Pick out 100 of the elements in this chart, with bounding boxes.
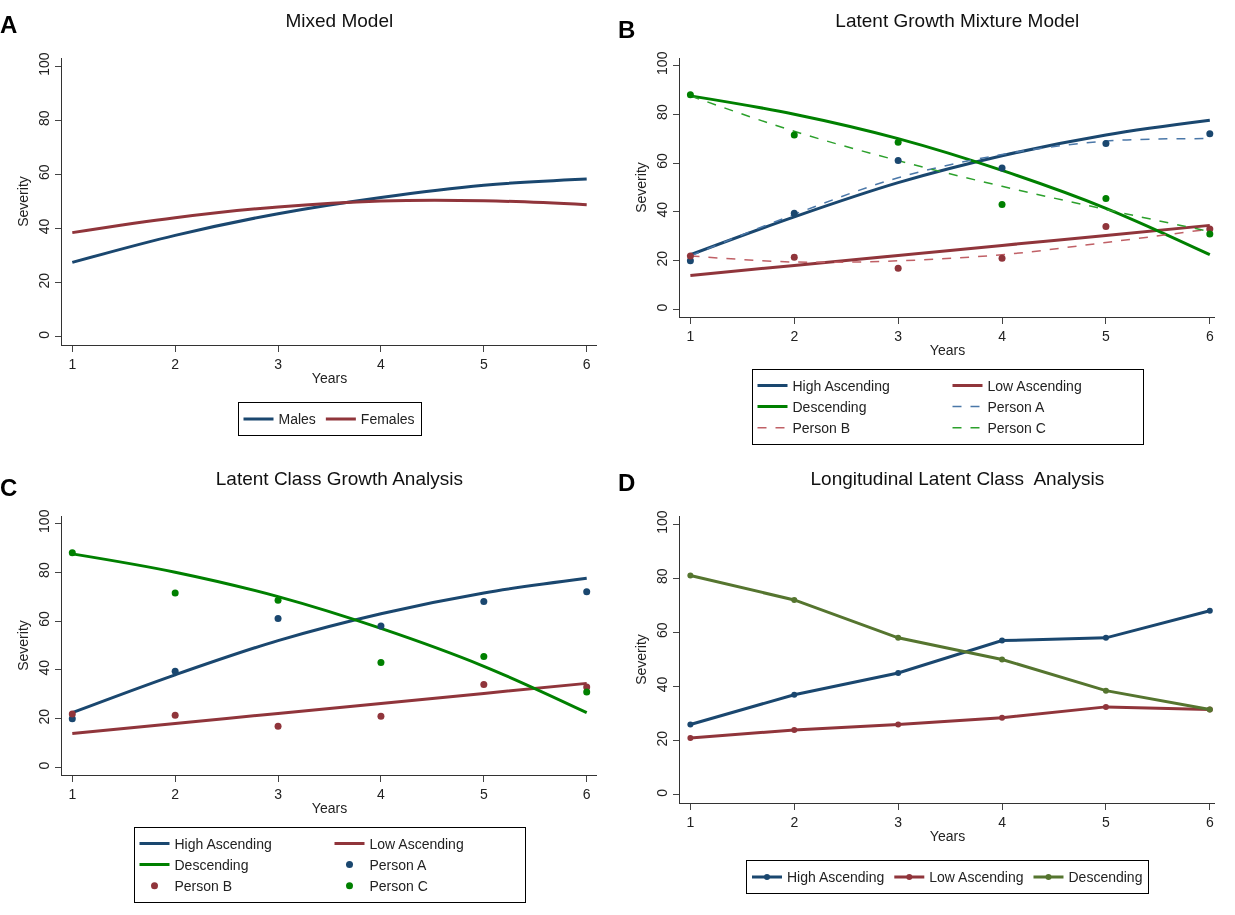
text: C [0, 474, 18, 501]
y-axis-title: Severity [15, 176, 31, 227]
y-tick-label: 60 [654, 622, 671, 639]
y-tick-label: 20 [36, 708, 53, 725]
x-tick-label: 1 [68, 355, 77, 372]
x-tick-label: 4 [377, 355, 386, 372]
legend-label: Person A [369, 857, 427, 874]
point [171, 589, 179, 597]
x-tick-label: 2 [171, 355, 180, 372]
point [377, 659, 385, 667]
point [687, 572, 694, 579]
x-tick-label: 4 [377, 785, 386, 802]
point [895, 634, 902, 641]
point [791, 596, 798, 603]
legend-label: Person C [369, 878, 428, 895]
legend-label: Person B [174, 878, 233, 895]
point [687, 721, 694, 728]
x-tick-label: 4 [998, 813, 1007, 830]
point [999, 637, 1006, 644]
x-tick-label: 3 [274, 785, 283, 802]
legend-label: Person C [987, 420, 1046, 437]
line-series [70, 681, 589, 735]
y-tick-label: 40 [654, 201, 671, 218]
legend-label: Males [278, 411, 316, 428]
point [583, 588, 591, 596]
point [583, 688, 591, 696]
point [894, 138, 902, 146]
y-tick-label: 0 [654, 303, 671, 312]
y-tick-label: 0 [36, 330, 53, 339]
x-tick-label: 6 [1205, 327, 1214, 344]
legend-label: Person B [792, 420, 851, 437]
legend-label: Descending [174, 857, 249, 874]
text: B [618, 16, 636, 43]
point [894, 264, 902, 272]
legend-label: Low Ascending [369, 835, 464, 852]
point [480, 681, 488, 689]
chart-title: Latent Growth Mixture Model [835, 10, 1080, 32]
legend-label: Descending [1068, 869, 1143, 886]
point [1206, 130, 1214, 138]
point [894, 157, 902, 165]
x-tick-label: 2 [790, 327, 799, 344]
x-tick-label: 1 [68, 785, 77, 802]
point [1206, 230, 1214, 238]
x-tick-label: 6 [1205, 813, 1214, 830]
y-tick-label: 20 [654, 250, 671, 267]
point [1102, 703, 1109, 710]
x-tick-label: 3 [894, 327, 903, 344]
point [68, 710, 76, 718]
y-tick-label: 100 [654, 510, 671, 534]
y-tick-label: 80 [36, 562, 53, 578]
point [377, 622, 385, 630]
point [998, 201, 1006, 209]
line-series [688, 223, 1212, 277]
legend-label: Females [360, 411, 415, 428]
y-tick-label: 40 [36, 218, 53, 235]
point [1102, 223, 1110, 231]
chart-title: Longitudinal Latent Class Analysis [810, 468, 1105, 490]
point [999, 714, 1006, 721]
x-tick-label: 2 [171, 785, 180, 802]
y-tick-label: 40 [654, 676, 671, 693]
y-tick-label: 80 [654, 104, 671, 120]
point [274, 615, 282, 623]
point [895, 670, 902, 677]
legend-label: High Ascending [787, 869, 885, 886]
legend-label: High Ascending [174, 835, 272, 852]
y-tick-label: 100 [36, 509, 53, 533]
y-axis-title: Severity [15, 620, 31, 671]
point [480, 598, 488, 606]
x-tick-label: 3 [274, 355, 283, 372]
chart-title: Mixed Model [285, 10, 394, 32]
point [999, 656, 1006, 663]
point [171, 711, 179, 719]
point [998, 164, 1006, 172]
point [1102, 634, 1109, 641]
y-tick-label: 40 [36, 659, 53, 676]
point [998, 254, 1006, 262]
point [790, 253, 798, 261]
y-tick-label: 20 [36, 272, 53, 289]
x-tick-label: 6 [582, 785, 591, 802]
point [68, 549, 76, 557]
text: A [0, 11, 18, 38]
x-axis-title: Years [929, 342, 966, 359]
y-tick-label: 0 [654, 788, 671, 797]
y-tick-label: 60 [654, 152, 671, 169]
x-tick-label: 6 [582, 355, 591, 372]
legend-label: Person A [987, 399, 1045, 416]
point [686, 252, 694, 260]
y-tick-label: 80 [654, 568, 671, 584]
x-tick-label: 3 [894, 813, 903, 830]
x-axis-title: Years [311, 370, 348, 387]
point [687, 735, 694, 742]
x-tick-label: 5 [479, 355, 488, 372]
y-tick-label: 20 [654, 730, 671, 747]
point [895, 721, 902, 728]
point [790, 131, 798, 139]
x-tick-label: 4 [998, 327, 1007, 344]
point [480, 653, 488, 660]
line-series [70, 198, 589, 235]
point [377, 712, 385, 720]
y-tick-label: 60 [36, 164, 53, 181]
